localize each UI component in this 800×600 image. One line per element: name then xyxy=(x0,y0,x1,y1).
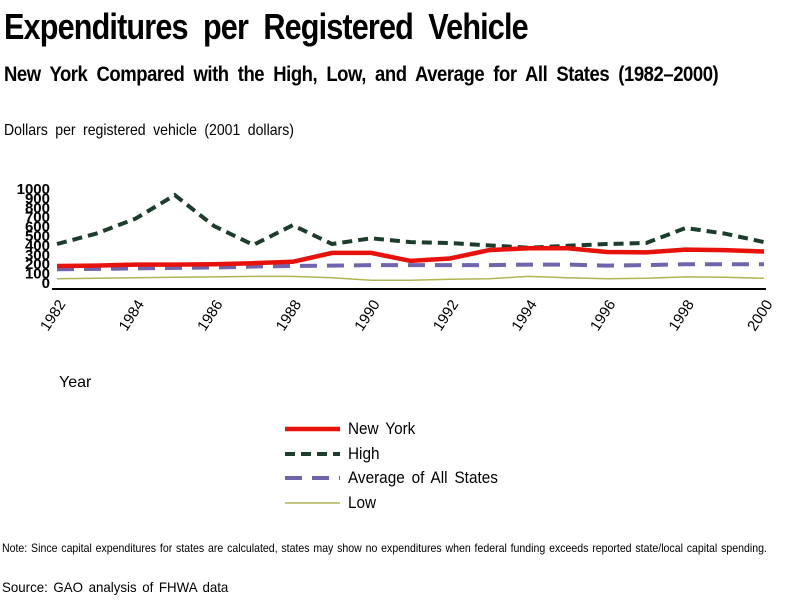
legend-line-swatch-average xyxy=(285,476,340,481)
legend-item: Average of All States xyxy=(283,466,515,491)
y-tick-label: 500 xyxy=(25,228,50,245)
series-line-low xyxy=(56,275,765,281)
legend-item: High xyxy=(283,442,515,467)
y-tick-label: 300 xyxy=(25,247,50,264)
legend-line-swatch-high xyxy=(285,451,340,456)
legend-label: Average of All States xyxy=(348,468,498,488)
series-line-new-york xyxy=(56,245,765,269)
x-tick-label: 1992 xyxy=(430,297,462,334)
y-tick-label: 200 xyxy=(25,256,50,273)
y-tick-label: 600 xyxy=(25,219,50,236)
chart-title: Expenditures per Registered Vehicle xyxy=(4,6,529,47)
y-tick-label: 700 xyxy=(25,209,50,226)
y-tick-label: 100 xyxy=(25,266,50,283)
legend-item: New York xyxy=(283,417,515,442)
footnote: Note: Since capital expenditures for sta… xyxy=(2,541,767,555)
legend-label: New York xyxy=(348,419,416,439)
y-tick-label: 0 xyxy=(42,275,50,292)
x-tick-label: 1988 xyxy=(273,297,305,334)
legend-line-swatch-new-york xyxy=(285,427,340,432)
y-tick-label: 900 xyxy=(25,190,50,207)
source-attribution: Source: GAO analysis of FHWA data xyxy=(2,579,229,595)
x-tick-label: 1986 xyxy=(194,297,226,334)
legend-label: High xyxy=(348,443,380,463)
chart-subtitle: New York Compared with the High, Low, an… xyxy=(4,63,719,86)
y-tick-label: 1000 xyxy=(17,181,50,198)
x-tick-label: 2000 xyxy=(744,297,776,334)
legend-label: Low xyxy=(348,492,377,512)
chart-legend: New York High Average of All States Low xyxy=(283,417,515,515)
x-axis-title: Year xyxy=(59,374,92,391)
y-tick-label: 800 xyxy=(25,200,50,217)
x-tick-label: 1982 xyxy=(37,297,69,334)
x-tick-label: 1996 xyxy=(587,297,619,334)
x-tick-label: 1984 xyxy=(116,297,148,334)
series-line-average-of-all-states xyxy=(56,262,764,272)
y-axis-units-label: Dollars per registered vehicle (2001 dol… xyxy=(4,122,294,139)
x-tick-label: 1998 xyxy=(665,297,697,334)
legend-line-swatch-low xyxy=(285,502,340,504)
legend-item: Low xyxy=(283,491,515,516)
x-tick-label: 1990 xyxy=(351,297,383,334)
y-tick-label: 400 xyxy=(25,237,50,254)
series-line-high xyxy=(56,192,765,250)
x-tick-label: 1994 xyxy=(508,297,540,334)
